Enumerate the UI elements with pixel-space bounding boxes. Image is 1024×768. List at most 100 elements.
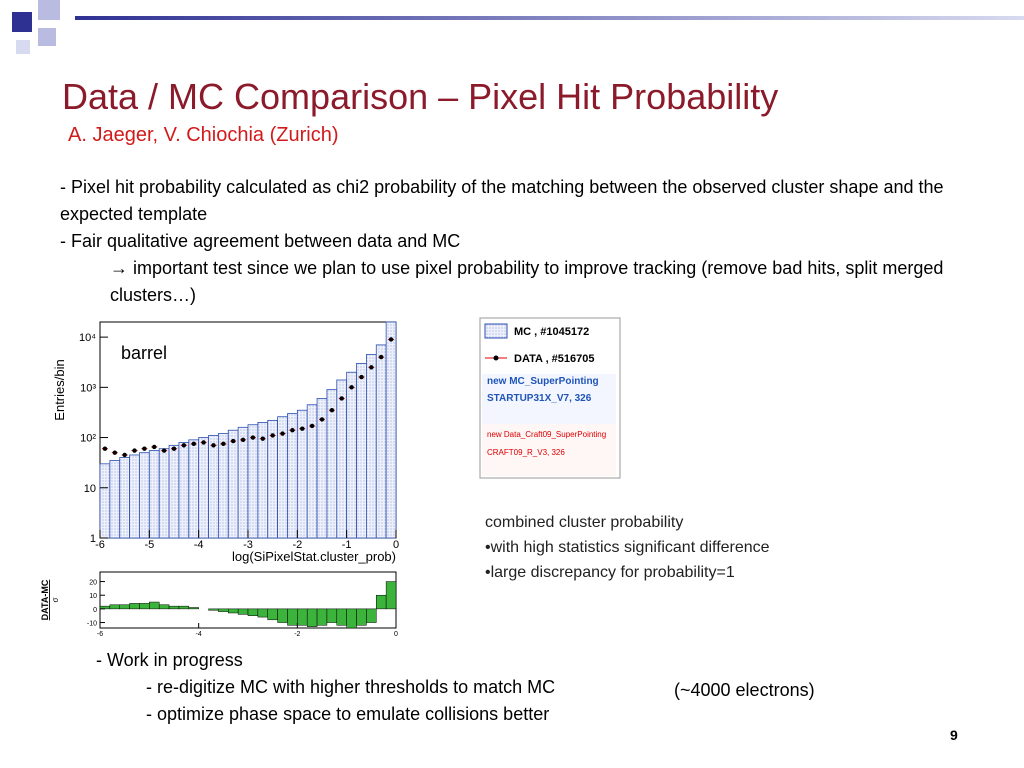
data-point bbox=[270, 433, 275, 438]
x-tick-label: -3 bbox=[243, 539, 253, 551]
residual-bar bbox=[158, 604, 170, 610]
legend-config: new MC_SuperPointing bbox=[487, 376, 599, 387]
residual-bar bbox=[277, 608, 288, 623]
legend-swatch bbox=[493, 355, 499, 361]
y-tick-label: 10 bbox=[84, 483, 96, 495]
title: Data / MC Comparison – Pixel Hit Probabi… bbox=[62, 76, 779, 117]
data-point bbox=[142, 446, 147, 451]
mc-bin bbox=[198, 437, 209, 539]
residual-bar bbox=[237, 608, 249, 615]
mc-bin bbox=[217, 433, 229, 539]
residual-bar bbox=[129, 603, 140, 610]
residual-bar bbox=[247, 608, 259, 616]
residual-bar bbox=[336, 608, 347, 626]
data-point bbox=[112, 450, 118, 455]
data-point bbox=[369, 365, 374, 370]
y-tick-label: -10 bbox=[87, 621, 97, 628]
residual-bar bbox=[316, 608, 328, 626]
residual-bar bbox=[218, 608, 229, 612]
data-point bbox=[280, 431, 285, 436]
data-point bbox=[359, 374, 364, 380]
mc-bin bbox=[158, 448, 170, 539]
data-point bbox=[388, 337, 394, 342]
mc-bin bbox=[188, 439, 200, 539]
legend-config-bg bbox=[482, 374, 616, 424]
bullet: → important test since we plan to use pi… bbox=[110, 258, 944, 305]
mc-bin bbox=[129, 454, 140, 539]
y-tick-label: 20 bbox=[89, 580, 97, 587]
residual-bar bbox=[119, 604, 130, 610]
residual-bar bbox=[139, 603, 150, 610]
corner-deco bbox=[0, 0, 80, 60]
data-point bbox=[231, 438, 236, 444]
mc-bin bbox=[375, 344, 387, 539]
residual-bar bbox=[178, 605, 190, 610]
residual-bar bbox=[109, 604, 120, 610]
data-point bbox=[102, 446, 108, 451]
top-rule bbox=[75, 16, 1024, 20]
x-tick-label: -2 bbox=[292, 539, 302, 551]
data-point bbox=[122, 452, 127, 458]
mc-bin bbox=[148, 450, 160, 539]
data-point bbox=[290, 428, 295, 433]
mc-bin bbox=[346, 371, 357, 539]
residual-bar bbox=[228, 608, 239, 614]
data-point bbox=[171, 446, 177, 451]
residual-bar bbox=[267, 608, 278, 621]
annotation: barrel bbox=[121, 343, 167, 363]
mc-bin bbox=[385, 321, 397, 539]
note: combined cluster probability bbox=[485, 514, 683, 531]
legend-swatch bbox=[484, 323, 508, 339]
todo-item: - optimize phase space to emulate collis… bbox=[146, 704, 550, 724]
mc-bin bbox=[99, 463, 111, 539]
mc-bin bbox=[109, 460, 121, 539]
data-point bbox=[152, 444, 157, 450]
residual-bar bbox=[257, 608, 268, 618]
data-point bbox=[191, 441, 196, 447]
x-tick-label: -2 bbox=[294, 631, 300, 638]
data-point bbox=[300, 426, 305, 431]
residual-bar bbox=[149, 601, 160, 610]
data-point bbox=[339, 396, 344, 401]
data-point bbox=[319, 417, 325, 422]
residual-bar bbox=[366, 608, 377, 623]
legend-entry: DATA , #516705 bbox=[514, 353, 595, 365]
mc-bin bbox=[267, 419, 279, 539]
residual-bar bbox=[306, 608, 318, 627]
residual-bar bbox=[385, 581, 397, 610]
x-tick-label: 0 bbox=[393, 539, 399, 551]
y-tick-label: 1 bbox=[90, 533, 96, 545]
residual-bar bbox=[346, 608, 357, 629]
y-tick-label: 10⁴ bbox=[79, 332, 96, 344]
y-tick-label: 0 bbox=[93, 607, 97, 614]
data-point bbox=[250, 435, 256, 440]
mc-bin bbox=[208, 435, 219, 539]
data-point bbox=[181, 443, 187, 448]
residual-bar bbox=[326, 608, 338, 623]
mc-bin bbox=[237, 426, 249, 539]
todo-aside: (~4000 electrons) bbox=[674, 680, 815, 700]
y-axis-label: Entries/bin bbox=[52, 359, 67, 420]
y-tick-label: 10² bbox=[80, 433, 96, 445]
data-point bbox=[379, 354, 384, 360]
note: •large discrepancy for probability=1 bbox=[485, 564, 735, 581]
bullet: - Pixel hit probability calculated as ch… bbox=[60, 177, 944, 224]
x-tick-label: -6 bbox=[97, 631, 103, 638]
authors: A. Jaeger, V. Chiochia (Zurich) bbox=[68, 124, 339, 146]
residual-bar bbox=[188, 607, 199, 610]
data-point bbox=[329, 408, 335, 413]
x-tick-label: 0 bbox=[394, 631, 398, 638]
legend-config: new Data_Craft09_SuperPointing bbox=[487, 430, 606, 439]
mc-bin bbox=[168, 444, 180, 539]
x-axis-label: log(SiPixelStat.cluster_prob) bbox=[232, 549, 396, 564]
legend-config: STARTUP31X_V7, 326 bbox=[487, 393, 592, 404]
residual-bar bbox=[297, 608, 308, 626]
residual-bar bbox=[208, 608, 219, 611]
x-tick-label: -4 bbox=[196, 631, 202, 638]
data-point bbox=[240, 437, 246, 443]
todo-item: - re-digitize MC with higher thresholds … bbox=[146, 677, 556, 697]
y-axis-label: σ bbox=[51, 597, 60, 602]
residual-bar bbox=[356, 608, 367, 626]
legend-config: CRAFT09_R_V3, 326 bbox=[487, 448, 565, 457]
mc-bin bbox=[356, 362, 367, 539]
